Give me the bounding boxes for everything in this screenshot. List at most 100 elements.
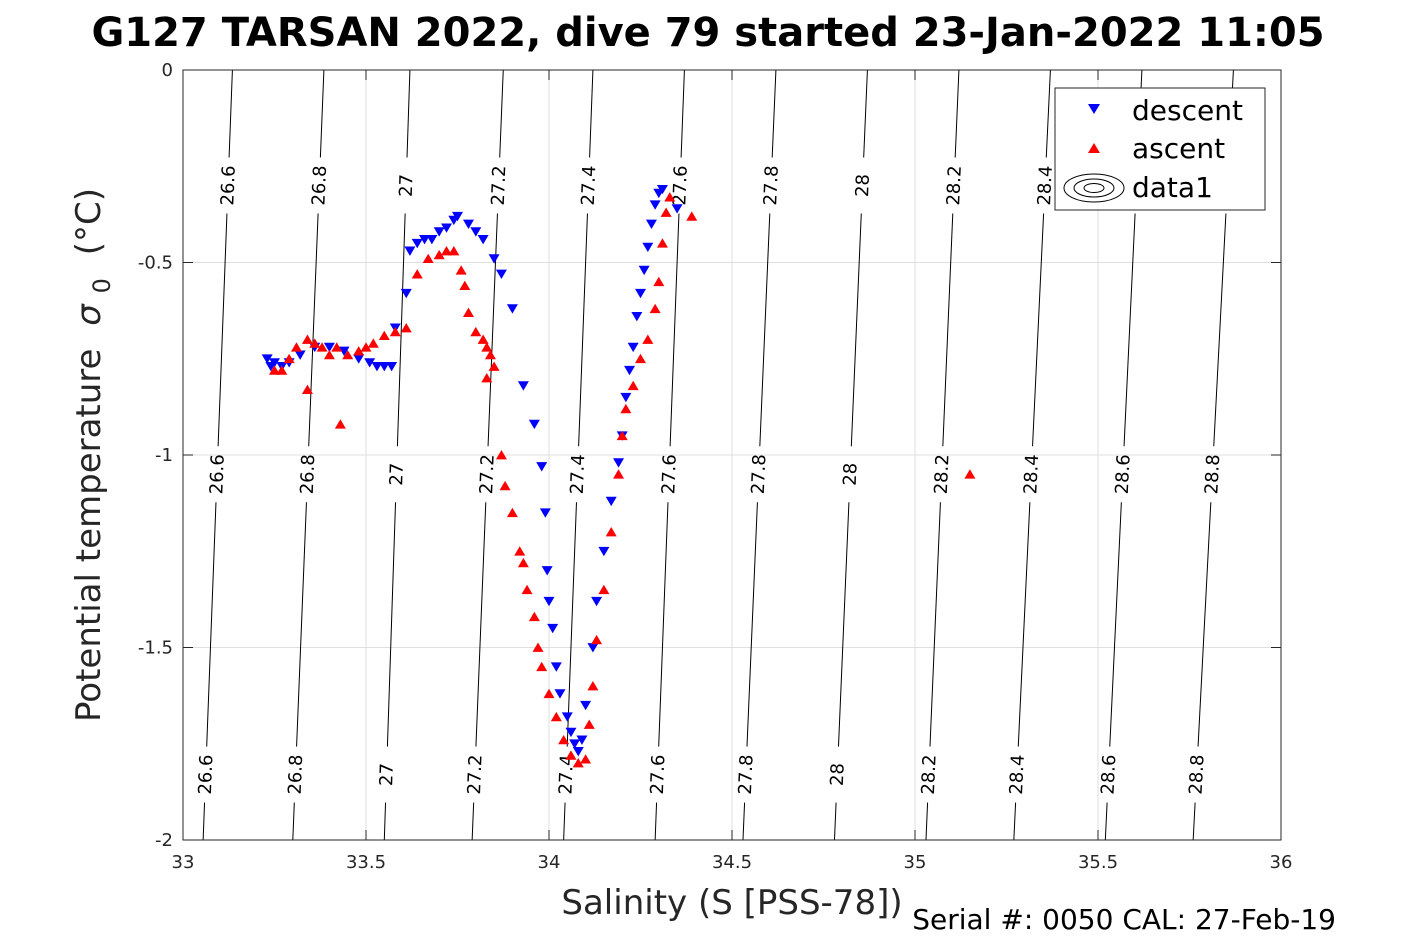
- descent-point: [353, 354, 365, 364]
- descent-point: [642, 242, 654, 253]
- contour-level-label: 28.4: [1034, 165, 1057, 206]
- sigma-contour-line: [202, 802, 206, 841]
- contour-level-label: 27.6: [669, 165, 692, 206]
- ascent-point: [290, 342, 302, 352]
- sigma-contour-line: [1197, 502, 1212, 747]
- y-axis-ticks: 0 -0.5 -1 -1.5 -2: [138, 60, 1281, 851]
- contour-level-label: 27.8: [760, 165, 783, 206]
- sigma-contour-line: [563, 802, 566, 841]
- ascent-point: [964, 469, 976, 479]
- contour-level-label: 27.8: [748, 454, 771, 495]
- x-tick-label: 33.5: [346, 852, 386, 873]
- ascent-point: [470, 326, 482, 337]
- descent-point: [378, 362, 390, 372]
- descent-point: [547, 623, 559, 634]
- descent-point: [580, 700, 592, 711]
- ascent-point: [411, 269, 423, 279]
- y-axis-label-subscript: 0: [88, 278, 116, 293]
- ascent-point: [484, 349, 496, 360]
- ascent-point: [620, 403, 632, 414]
- serial-cal-footer: Serial #: 0050 CAL: 27-Feb-19: [912, 903, 1336, 936]
- sigma-contour-line: [487, 213, 498, 447]
- descent-point: [488, 254, 500, 264]
- ascent-point: [558, 734, 570, 745]
- y-axis-label-unit: (°C): [69, 188, 109, 255]
- sigma-contour-line: [680, 69, 685, 158]
- contour-level-label: 28.4: [1006, 754, 1029, 795]
- contour-level-label: 28.6: [1112, 454, 1135, 495]
- ascent-point: [488, 361, 500, 371]
- y-axis-label: Potential temperature σ 0 (°C): [69, 188, 119, 722]
- contour-level-label: 28.4: [1020, 454, 1043, 495]
- descent-point: [627, 342, 639, 353]
- ascent-point: [455, 265, 467, 275]
- descent-point: [441, 223, 453, 233]
- sigma-contour-line: [228, 69, 233, 158]
- sigma-contour-line: [499, 69, 504, 158]
- descent-point: [569, 739, 581, 749]
- ascent-series: [269, 192, 976, 768]
- sigma-contour-line: [1109, 502, 1122, 747]
- ascent-point: [506, 507, 518, 518]
- y-axis-label-symbol: σ: [69, 303, 109, 326]
- contour-level-label: 27.6: [647, 754, 670, 795]
- sigma-contour-line: [850, 213, 862, 447]
- descent-point: [561, 712, 573, 722]
- ascent-point: [481, 373, 493, 383]
- contour-level-label: 26.8: [297, 454, 320, 495]
- descent-point: [261, 354, 273, 364]
- ascent-point: [477, 334, 489, 344]
- contour-level-label: 28.2: [943, 165, 966, 206]
- contour-level-label: 26.8: [285, 754, 308, 795]
- sigma-contour-line: [1192, 802, 1196, 841]
- descent-point: [613, 458, 625, 468]
- ascent-point: [642, 334, 654, 344]
- legend-data1-label: data1: [1132, 171, 1213, 204]
- contour-level-label: 28.2: [931, 454, 954, 495]
- descent-point: [364, 358, 376, 368]
- descent-point: [404, 246, 416, 256]
- sigma-contour-line: [308, 213, 319, 447]
- ascent-point: [283, 353, 295, 364]
- x-tick-label: 35.5: [1078, 852, 1118, 873]
- descent-point: [656, 184, 668, 195]
- sigma-contour-line: [1104, 802, 1108, 841]
- ascent-point: [422, 253, 434, 264]
- density-contours: 26.6 26.6 26.6 26.8 26.8 26.8 27 27 27 27.2 27.2 27…: [195, 69, 1239, 841]
- x-tick-label: 36: [1270, 852, 1293, 873]
- sigma-contour-line: [771, 69, 777, 158]
- legend: descent ascent data1: [1054, 87, 1266, 211]
- sigma-contour-line: [746, 502, 758, 747]
- ascent-point: [301, 384, 313, 394]
- contour-level-label: 28: [827, 763, 849, 787]
- legend-contour-marker: [1063, 173, 1125, 203]
- descent-point: [620, 392, 632, 403]
- sigma-contour-line: [566, 502, 577, 747]
- descent-point: [495, 269, 507, 279]
- descent-point: [400, 288, 412, 299]
- descent-point: [576, 735, 588, 745]
- sigma-contour-line: [1045, 69, 1051, 158]
- descent-point: [638, 265, 650, 276]
- sigma-contour-line: [383, 802, 387, 841]
- legend-box: [1054, 87, 1266, 211]
- ascent-point: [481, 342, 493, 352]
- ascent-point: [565, 750, 577, 760]
- descent-point: [587, 643, 599, 653]
- ascent-point: [653, 276, 665, 287]
- descent-point: [591, 596, 603, 607]
- descent-point: [598, 546, 610, 557]
- descent-point: [631, 312, 643, 322]
- ascent-point: [587, 681, 599, 691]
- ascent-point: [323, 349, 335, 360]
- sigma-contour-line: [929, 502, 941, 747]
- descent-point: [426, 235, 438, 245]
- ascent-point: [378, 330, 390, 341]
- ascent-point: [400, 323, 412, 333]
- descent-point: [671, 204, 683, 214]
- y-tick-label: -1.5: [138, 638, 173, 659]
- descent-point: [386, 362, 398, 372]
- legend-ascent-marker: [1088, 143, 1100, 153]
- contour-level-label: 27: [376, 763, 398, 787]
